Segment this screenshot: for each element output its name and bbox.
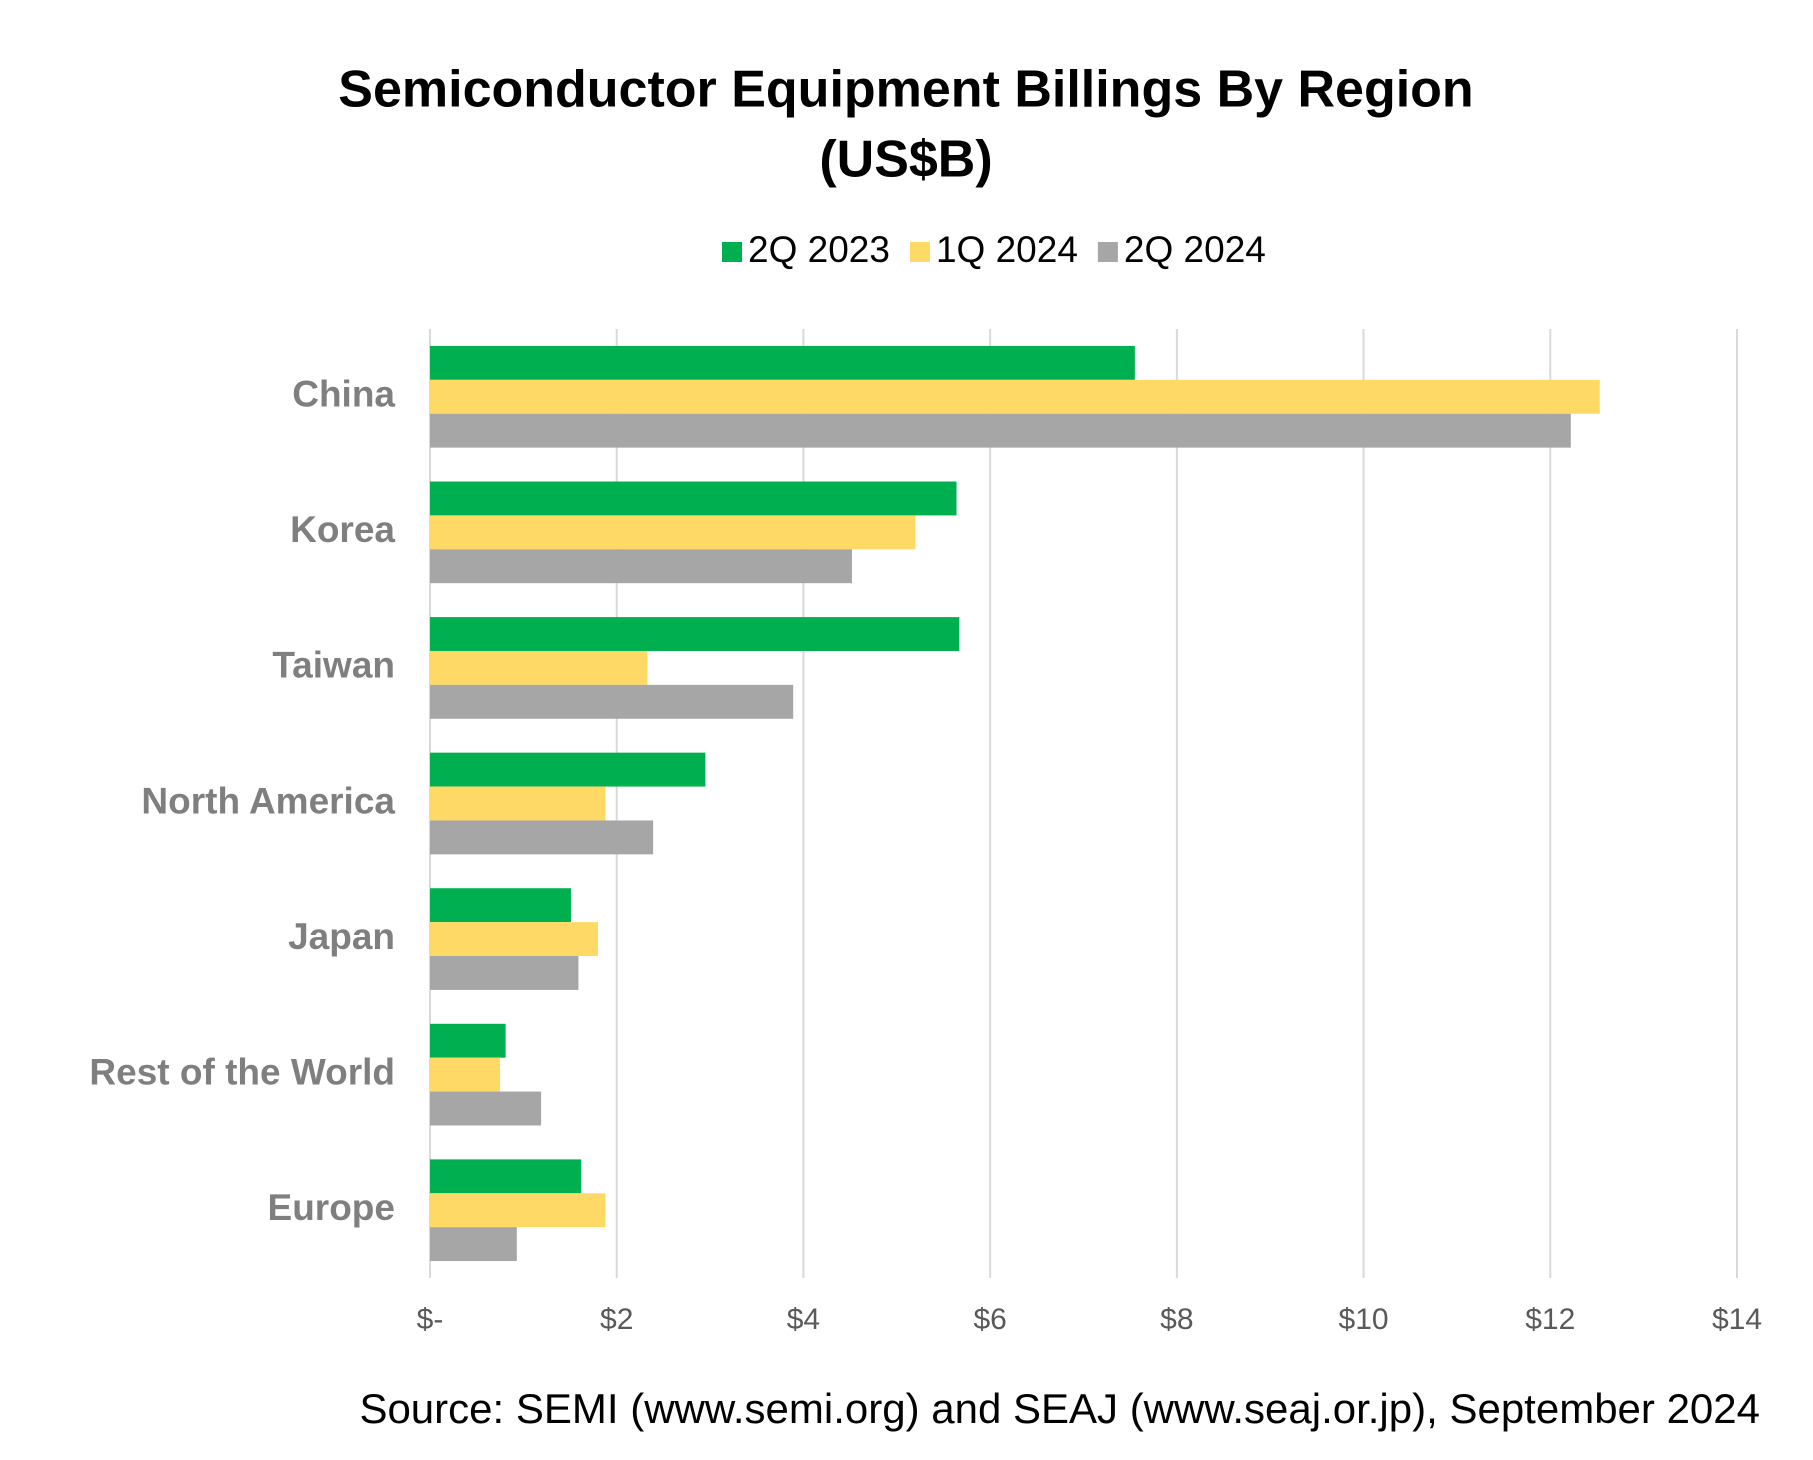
bar: [430, 786, 606, 821]
y-tick-label: Korea: [290, 509, 395, 550]
x-tick-label: $-: [417, 1303, 444, 1336]
y-tick-label: China: [292, 374, 395, 415]
bar: [430, 650, 648, 685]
x-tick-label: $4: [787, 1303, 820, 1336]
grid: $- $2 $4 $6 $8 $10 $12 $14: [417, 329, 1762, 1336]
bar: [430, 413, 1571, 448]
legend: 2Q 2023 1Q 2024 2Q 2024: [722, 229, 1266, 270]
legend-swatch: [909, 242, 930, 262]
legend-label: 2Q 2023: [748, 229, 890, 270]
x-tick-label: $14: [1712, 1303, 1762, 1336]
bar: [430, 1193, 606, 1228]
bar: [430, 1091, 542, 1126]
bar: [430, 379, 1600, 414]
y-tick-label: Japan: [288, 916, 395, 957]
bar: [430, 549, 852, 584]
legend-swatch: [722, 242, 742, 262]
x-tick-label: $6: [973, 1303, 1006, 1336]
y-tick-label: Rest of the World: [89, 1051, 395, 1092]
legend-label: 1Q 2024: [936, 229, 1078, 270]
x-tick-label: $10: [1339, 1303, 1389, 1336]
bar: [430, 1159, 582, 1194]
bar: [430, 1227, 517, 1262]
y-tick-label: Europe: [268, 1187, 395, 1228]
bar: [430, 752, 706, 787]
bar: [430, 956, 579, 990]
bar: [430, 345, 1135, 380]
y-tick-label: North America: [141, 780, 395, 821]
x-tick-label: $2: [600, 1303, 633, 1336]
chart-title: Semiconductor Equipment Billings By Regi…: [338, 61, 1473, 119]
x-tick-label: $12: [1525, 1303, 1575, 1336]
bar: [430, 820, 654, 855]
x-tick-label: $8: [1160, 1303, 1193, 1336]
source-note: Source: SEMI (www.semi.org) and SEAJ (ww…: [359, 1385, 1760, 1432]
y-tick-label: Taiwan: [272, 645, 395, 686]
bar: [430, 481, 957, 516]
legend-swatch: [1097, 242, 1118, 262]
bars: China Korea Taiwan North America Japan Rest o…: [89, 345, 1600, 1262]
bar: [430, 1057, 501, 1092]
bar: [430, 617, 960, 651]
bar: [430, 515, 916, 550]
bar: [430, 922, 599, 957]
bar: [430, 888, 571, 923]
bar: [430, 684, 794, 719]
bar: [430, 1023, 506, 1058]
chart-subtitle: (US$B): [819, 131, 992, 189]
legend-label: 2Q 2024: [1124, 229, 1266, 270]
